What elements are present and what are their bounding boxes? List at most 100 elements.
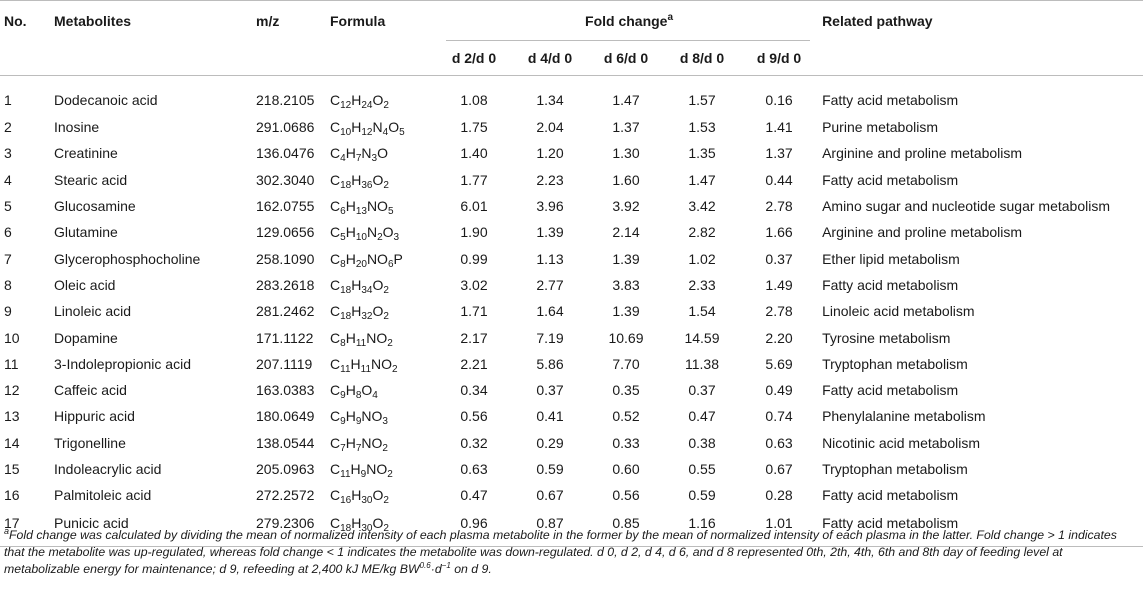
- related-pathway: Tryptophan metabolism: [822, 355, 968, 372]
- fold-change-value: 0.96: [460, 515, 488, 532]
- formula-element: O: [382, 224, 394, 241]
- header-fold-change: Fold changea: [436, 1, 818, 41]
- formula-subscript: 3: [393, 232, 400, 244]
- formula: C4H7N3O: [326, 140, 436, 166]
- formula-subscript: 2: [383, 179, 389, 191]
- metabolite-name: Glycerophosphocholine: [54, 250, 201, 267]
- metabolite-name: Inosine: [54, 119, 100, 136]
- fold-change-value: 3.42: [688, 198, 716, 215]
- table-row: 3 Creatinine 136.0476 C4H7N3O 1.40 1.20 1.30 1.…: [0, 140, 1143, 166]
- formula-subscript: 2: [383, 523, 389, 535]
- fold-change-value: 1.60: [612, 171, 640, 188]
- fold-change-value: 0.59: [536, 461, 564, 477]
- table-row: 7 Glycerophosphocholine 258.1090 C8H20NO6P 0…: [0, 245, 1143, 271]
- formula-subscript: 13: [355, 206, 367, 218]
- formula-subscript: 2: [387, 469, 393, 480]
- formula-subscript: 2: [387, 337, 393, 349]
- table-row: 10 Dopamine 171.1122 C8H11NO2 2.17 7.19 10.69 1…: [0, 324, 1143, 350]
- fold-change-value: 1.54: [688, 303, 716, 320]
- footnote-exp2: −1: [441, 561, 451, 570]
- formula-subscript: 2: [392, 363, 398, 375]
- formula-element: P: [393, 250, 403, 267]
- formula-element: N: [361, 145, 372, 162]
- table-body: 1 Dodecanoic acid 218.2105 C12H24O2 1.08 1.34…: [0, 76, 1143, 547]
- formula-element: C: [330, 198, 341, 215]
- fold-change-value: 3.92: [612, 198, 640, 215]
- formula-element: C: [330, 171, 341, 188]
- formula-element: H: [351, 119, 362, 136]
- mz-value: 205.0963: [256, 461, 315, 477]
- fold-change-value: 1.35: [688, 145, 716, 162]
- fold-change-value: 0.37: [765, 250, 793, 267]
- formula: C8H20NO6P: [326, 245, 436, 271]
- formula: C5H10N2O3: [326, 219, 436, 245]
- fold-change-value: 0.74: [765, 408, 793, 425]
- formula-subscript: 5: [387, 206, 394, 218]
- formula-subscript: 36: [361, 179, 373, 191]
- related-pathway: Arginine and proline metabolism: [822, 145, 1023, 162]
- mz-value: 163.0383: [256, 382, 315, 399]
- formula-element: NO: [371, 355, 393, 372]
- formula-element: O: [372, 515, 384, 532]
- related-pathway: Tryptophan metabolism: [822, 461, 968, 477]
- formula-element: H: [350, 355, 361, 372]
- mz-value: 207.1119: [256, 355, 313, 372]
- header-d8-d0: d 8/d 0: [679, 50, 725, 66]
- fold-change-value: 0.56: [460, 408, 488, 425]
- fold-change-value: 0.34: [460, 382, 488, 399]
- fold-change-value: 1.37: [612, 119, 640, 136]
- fold-change-value: 0.55: [688, 461, 716, 477]
- formula-subscript: 7: [355, 442, 362, 454]
- mz-value: 279.2306: [256, 515, 315, 532]
- fold-change-value: 0.32: [460, 434, 488, 451]
- table-row: 6 Glutamine 129.0656 C5H10N2O3 1.90 1.39 2.14 2…: [0, 219, 1143, 245]
- fold-change-value: 0.63: [765, 434, 793, 451]
- formula-subscript: 6: [340, 206, 346, 218]
- row-number: 8: [4, 276, 12, 293]
- formula-element: O: [372, 92, 384, 108]
- fold-change-value: 3.96: [536, 198, 564, 215]
- related-pathway: Fatty acid metabolism: [822, 515, 959, 532]
- metabolite-name: Palmitoleic acid: [54, 487, 152, 504]
- formula-element: O: [388, 119, 400, 136]
- fold-change-value: 1.13: [536, 250, 564, 267]
- fold-change-value: 1.77: [460, 171, 488, 188]
- header-d9-d0: d 9/d 0: [756, 50, 802, 66]
- fold-change-value: 0.87: [536, 515, 564, 532]
- fold-change-value: 3.02: [460, 276, 488, 293]
- formula-element: N: [372, 119, 383, 136]
- formula-subscript: 8: [340, 258, 346, 270]
- fold-change-value: 1.08: [460, 92, 488, 108]
- fold-change-value: 1.37: [765, 145, 793, 162]
- table-row: 9 Linoleic acid 281.2462 C18H32O2 1.71 1.64 1.…: [0, 298, 1143, 324]
- formula-subscript: 11: [340, 363, 351, 375]
- fold-change-value: 1.39: [612, 303, 640, 320]
- fold-change-value: 1.90: [460, 224, 488, 241]
- fold-change-value: 1.02: [688, 250, 716, 267]
- formula-element: O: [372, 171, 384, 188]
- fold-change-value: 0.37: [536, 382, 564, 399]
- formula-element: C: [330, 487, 341, 504]
- formula: C11H11NO2: [326, 351, 436, 377]
- fold-change-value: 1.16: [688, 515, 716, 532]
- fold-change-value: 1.41: [765, 119, 793, 136]
- fold-change-value: 3.83: [612, 276, 640, 293]
- footnote-tail: on d 9.: [450, 562, 492, 576]
- metabolite-name: Punicic acid: [54, 515, 129, 532]
- formula-subscript: 34: [361, 284, 373, 296]
- header-d2-d0: d 2/d 0: [451, 50, 497, 66]
- mz-value: 283.2618: [256, 276, 315, 293]
- formula-element: C: [330, 92, 341, 108]
- formula-subscript: 5: [340, 232, 346, 244]
- fold-change-value: 0.59: [688, 487, 716, 504]
- row-number: 9: [4, 303, 12, 320]
- table-row: 2 Inosine 291.0686 C10H12N4O5 1.75 2.04 1.37 1.…: [0, 114, 1143, 140]
- fold-change-value: 0.37: [688, 382, 716, 399]
- row-number: 6: [4, 224, 12, 241]
- formula-subscript: 2: [383, 495, 389, 507]
- mz-value: 129.0656: [256, 224, 315, 241]
- formula-subscript: 4: [372, 390, 378, 402]
- row-number: 1: [4, 92, 12, 108]
- fold-change-value: 1.47: [688, 171, 716, 188]
- formula-subscript: 9: [360, 469, 367, 480]
